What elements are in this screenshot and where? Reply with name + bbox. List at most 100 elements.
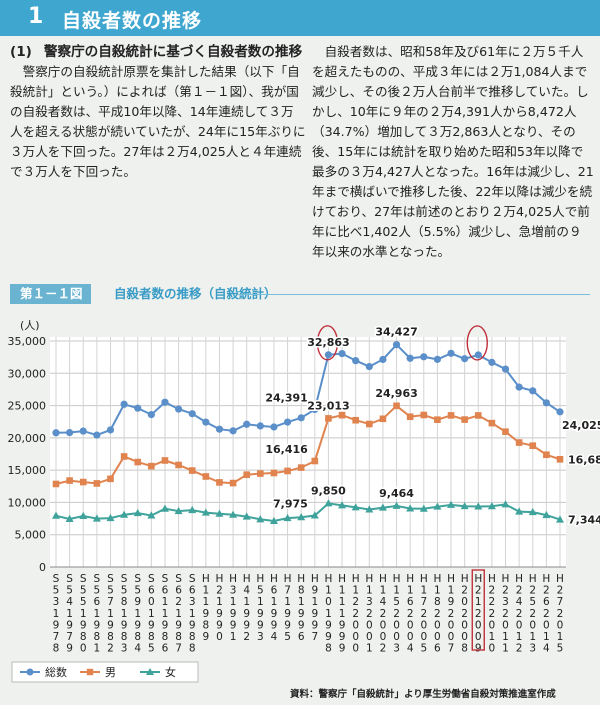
data-point-triangle xyxy=(92,514,101,522)
highlighted-tick-box xyxy=(471,569,485,651)
data-point-triangle xyxy=(474,502,483,510)
data-point-triangle xyxy=(365,505,374,513)
data-point-square xyxy=(229,479,237,487)
data-point-circle xyxy=(79,427,87,435)
data-point-circle xyxy=(474,351,482,359)
data-point-circle xyxy=(392,341,401,349)
data-point-circle xyxy=(542,399,550,407)
data-point-circle xyxy=(324,351,333,359)
figure-rule xyxy=(238,294,590,295)
data-point-circle xyxy=(352,357,360,365)
data-point-square xyxy=(257,470,264,477)
data-point-circle xyxy=(447,349,455,357)
data-point-square xyxy=(447,412,455,419)
circled-point-marker xyxy=(316,325,339,361)
y-axis-unit: (人) xyxy=(20,319,40,332)
data-point-circle xyxy=(515,383,523,391)
data-point-circle xyxy=(529,387,537,395)
data-point-triangle xyxy=(120,510,129,518)
data-point-circle xyxy=(120,400,128,408)
data-point-circle xyxy=(501,365,510,373)
data-point-square xyxy=(474,412,482,419)
data-point-square xyxy=(461,416,468,423)
data-point-triangle xyxy=(378,503,387,511)
data-point-circle xyxy=(66,428,74,437)
legend-marker xyxy=(146,668,154,675)
data-point-triangle xyxy=(65,514,74,522)
data-point-circle xyxy=(243,420,251,428)
figure-title: 自殺者数の推移（自殺統計） xyxy=(114,286,277,301)
data-point-triangle xyxy=(215,509,224,517)
legend-box xyxy=(11,661,199,683)
data-point-square xyxy=(393,402,400,410)
data-point-triangle xyxy=(392,501,401,509)
data-point-circle xyxy=(188,410,196,418)
data-point-square xyxy=(107,475,114,483)
data-point-circle xyxy=(52,429,60,437)
data-point-square xyxy=(365,420,373,428)
data-point-triangle xyxy=(528,507,537,516)
data-point-square xyxy=(161,457,169,464)
data-point-triangle xyxy=(256,515,265,523)
y-tick-label: 30,000 xyxy=(8,367,47,380)
y-tick-label: 35,000 xyxy=(8,335,47,348)
data-point-triangle xyxy=(52,511,60,519)
data-point-circle xyxy=(297,414,305,422)
data-point-circle xyxy=(488,358,496,366)
data-label: 34,427 xyxy=(375,326,417,339)
data-point-circle xyxy=(106,426,115,434)
data-point-circle xyxy=(161,398,169,406)
data-point-circle xyxy=(556,408,564,416)
data-point-square xyxy=(148,462,155,470)
legend-label: 女 xyxy=(165,665,176,679)
data-point-triangle xyxy=(160,504,169,512)
data-point-square xyxy=(488,419,496,427)
y-tick-label: 25,000 xyxy=(8,400,47,413)
data-point-square xyxy=(515,439,523,446)
paragraph-1: 警察庁の自殺統計原票を集計した結果（以下「自殺統計」という。）によれば（第１－１… xyxy=(10,64,306,179)
legend-marker xyxy=(86,668,94,676)
data-point-circle xyxy=(420,353,428,361)
subsection-number: (1) xyxy=(10,44,32,60)
data-point-triangle xyxy=(188,505,197,514)
data-label: 9,850 xyxy=(311,484,346,497)
data-point-triangle xyxy=(174,506,183,515)
circled-point-marker xyxy=(466,325,488,361)
data-point-triangle xyxy=(338,501,347,509)
data-point-square xyxy=(352,416,359,424)
data-label: 9,464 xyxy=(379,487,414,500)
data-point-circle xyxy=(365,362,373,371)
data-point-circle xyxy=(93,431,101,439)
data-point-square xyxy=(120,453,128,460)
data-point-triangle xyxy=(242,512,251,520)
data-point-triangle xyxy=(283,513,292,522)
data-point-triangle xyxy=(447,500,456,508)
data-point-square xyxy=(66,477,73,484)
data-point-square xyxy=(338,411,346,419)
section-header: 1 自殺者数の推移 xyxy=(0,0,600,36)
legend-label: 男 xyxy=(105,666,116,679)
data-point-square xyxy=(502,428,509,435)
data-point-triangle xyxy=(79,511,88,520)
data-point-triangle xyxy=(201,508,210,516)
data-point-square xyxy=(79,478,87,486)
